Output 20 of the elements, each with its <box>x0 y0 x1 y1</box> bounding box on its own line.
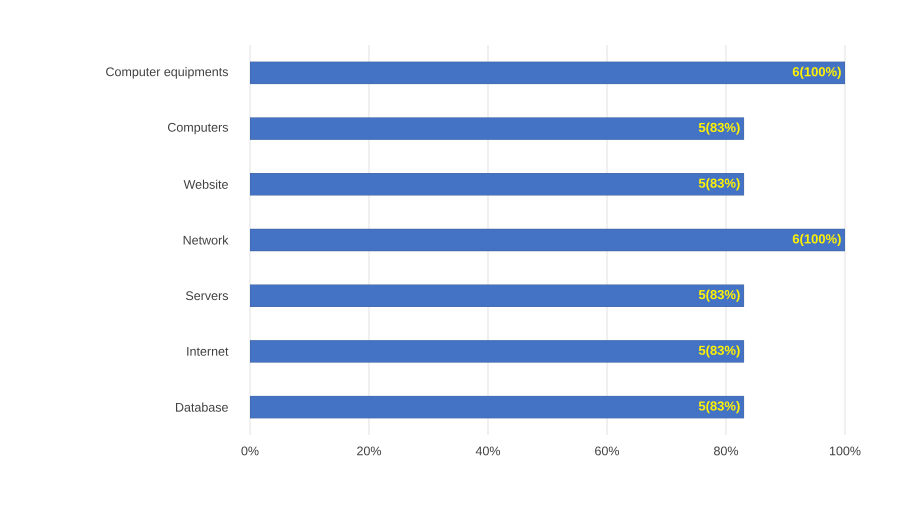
data-label: 5(83%) <box>698 122 740 135</box>
x-tick-label: 60% <box>595 446 620 456</box>
y-tick-label: Computers <box>168 122 228 134</box>
data-label: 5(83%) <box>698 345 740 358</box>
x-tick-label: 40% <box>476 446 500 456</box>
data-label: 6(100%) <box>792 234 841 246</box>
y-tick-label: Network <box>184 235 228 245</box>
x-tick-label: 20% <box>357 446 382 456</box>
data-label: 5(83%) <box>698 290 740 302</box>
x-tick-label: 0% <box>241 446 259 456</box>
data-label: 5(83%) <box>698 401 740 414</box>
y-tick-label: Database <box>176 402 228 412</box>
y-tick-label: Website <box>184 180 228 189</box>
x-tick-label: 100% <box>830 446 861 456</box>
y-tick-label: Servers <box>186 291 228 300</box>
data-label: 5(83%) <box>698 178 740 190</box>
y-tick-label: Computer equipments <box>106 67 228 79</box>
data-label: 6(100%) <box>792 66 841 79</box>
x-tick-label: 80% <box>714 446 738 456</box>
y-tick-label: Internet <box>187 347 228 356</box>
